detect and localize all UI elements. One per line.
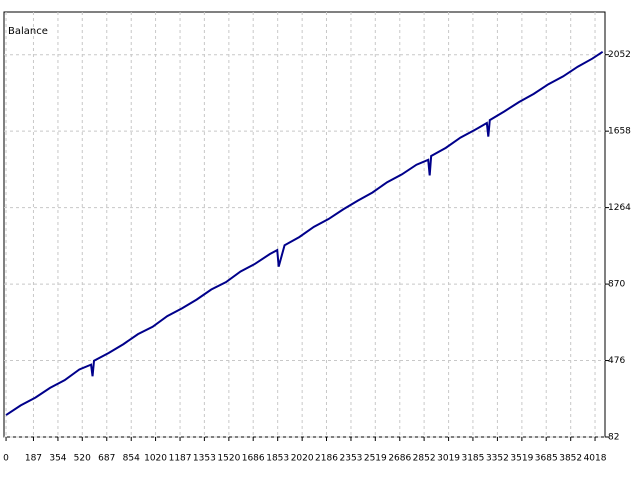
- y-tick-label: 476: [608, 356, 625, 366]
- x-tick-label: 687: [98, 454, 115, 464]
- y-tick-label: 1264: [608, 203, 631, 213]
- x-tick-label: 4018: [584, 454, 607, 464]
- y-tick-label: 82: [608, 433, 619, 443]
- x-tick-label: 187: [25, 454, 42, 464]
- x-tick-label: 854: [123, 454, 140, 464]
- x-tick-label: 1686: [242, 454, 265, 464]
- x-tick-label: 2020: [291, 454, 314, 464]
- x-tick-label: 354: [49, 454, 66, 464]
- x-tick-label: 2519: [364, 454, 387, 464]
- x-tick-label: 2852: [413, 454, 436, 464]
- chart-title: Balance: [8, 26, 48, 37]
- x-tick-label: 3852: [559, 454, 582, 464]
- x-tick-label: 520: [74, 454, 91, 464]
- x-tick-label: 1520: [217, 454, 240, 464]
- x-tick-label: 3685: [535, 454, 558, 464]
- x-tick-label: 2186: [315, 454, 338, 464]
- x-tick-label: 3519: [510, 454, 533, 464]
- x-tick-label: 2353: [340, 454, 363, 464]
- balance-line: [5, 50, 604, 416]
- x-tick-label: 3185: [461, 454, 484, 464]
- y-tick-label: 870: [608, 280, 625, 290]
- x-tick-label: 3352: [486, 454, 509, 464]
- x-tick-label: 0: [3, 454, 9, 464]
- x-tick-label: 2686: [388, 454, 411, 464]
- x-tick-label: 1353: [193, 454, 216, 464]
- x-tick-label: 1853: [266, 454, 289, 464]
- y-tick-label: 1658: [608, 127, 631, 137]
- x-tick-label: 3019: [437, 454, 460, 464]
- plot-frame: [3, 11, 606, 438]
- x-tick-label: 1020: [144, 454, 167, 464]
- x-tick-label: 1187: [169, 454, 192, 464]
- y-tick-label: 2052: [608, 50, 631, 60]
